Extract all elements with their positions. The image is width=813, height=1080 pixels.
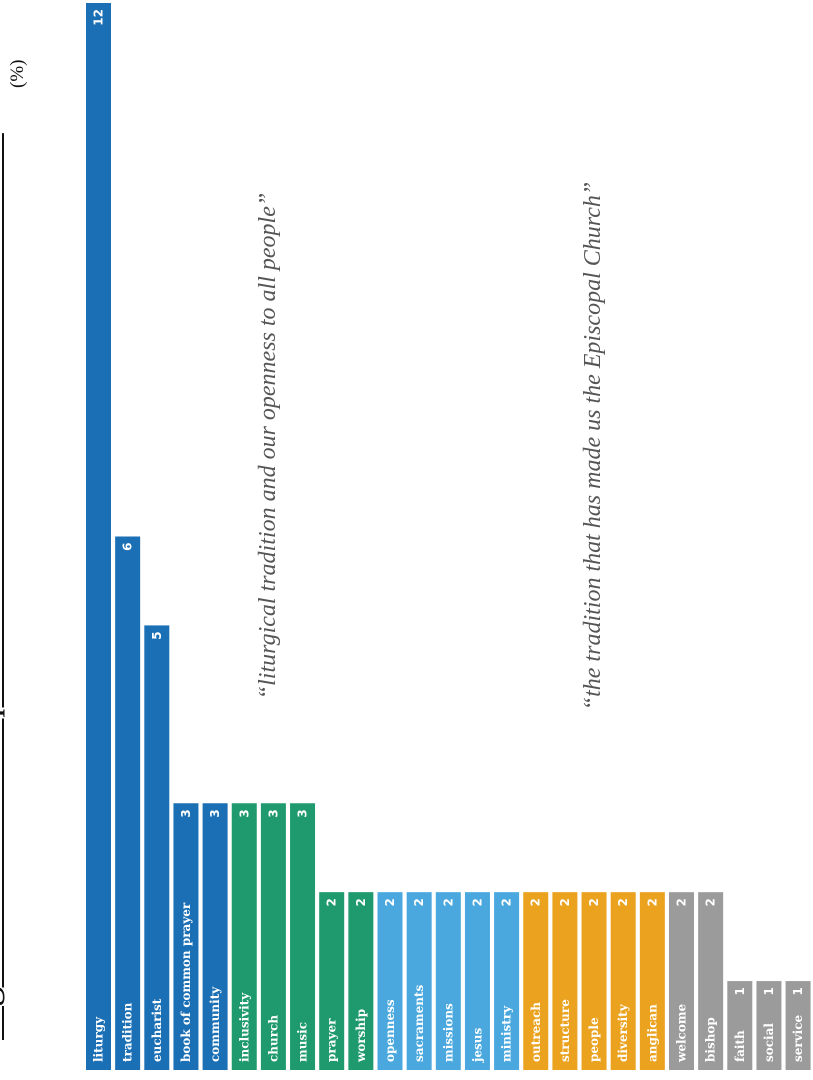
value-label: 2 (704, 898, 718, 906)
bar-tradition (115, 536, 141, 1070)
category-label: openness (383, 999, 397, 1062)
category-label: diversity (616, 1003, 630, 1062)
value-label: 3 (179, 809, 193, 817)
value-label: 2 (412, 898, 426, 906)
value-label: 2 (529, 898, 543, 906)
category-label: prayer (325, 1018, 339, 1062)
bar-bishop (698, 892, 724, 1070)
bar-worship (348, 892, 374, 1070)
category-label: community (208, 986, 222, 1062)
value-label: 2 (441, 898, 455, 906)
bar-social (756, 981, 782, 1070)
bar-openness (377, 892, 403, 1070)
bar-prayer (319, 892, 345, 1070)
category-label: church (266, 1015, 280, 1062)
category-label: worship (354, 1009, 368, 1063)
bar-people (581, 892, 607, 1070)
bar-missions (435, 892, 461, 1070)
value-label: 2 (325, 898, 339, 906)
value-label: 2 (558, 898, 572, 906)
bar-ministry (494, 892, 520, 1070)
value-label: 12 (92, 9, 106, 26)
bar-liturgy (86, 3, 111, 1070)
value-label: 3 (208, 809, 222, 817)
value-label: 3 (237, 809, 251, 817)
value-label: 2 (645, 898, 659, 906)
value-label: 3 (296, 809, 310, 817)
category-label: liturgy (92, 1016, 106, 1062)
value-label: 2 (354, 898, 368, 906)
quote-1: “liturgical tradition and our openness t… (255, 192, 281, 700)
bar-church (260, 803, 286, 1070)
bar-music (290, 803, 316, 1070)
value-label: 2 (675, 898, 689, 906)
bar-inclusivity (231, 803, 257, 1070)
bar-jesus (464, 892, 490, 1070)
bar-welcome (669, 892, 694, 1070)
bar-faith (727, 981, 753, 1070)
value-label: 2 (616, 898, 630, 906)
value-label: 2 (470, 898, 484, 906)
value-label: 3 (266, 809, 280, 817)
category-label: social (762, 1023, 776, 1062)
category-label: book of common prayer (179, 902, 193, 1062)
value-label: 1 (733, 987, 747, 995)
value-label: 2 (383, 898, 397, 906)
value-label: 2 (587, 898, 601, 906)
category-label: inclusivity (237, 992, 251, 1062)
category-label: ministry (500, 1005, 514, 1062)
category-label: faith (733, 1030, 747, 1062)
category-label: anglican (645, 1004, 659, 1062)
category-label: bishop (704, 1017, 718, 1062)
category-label: missions (441, 1003, 455, 1062)
category-label: tradition (121, 1002, 135, 1062)
value-label: 5 (150, 631, 164, 639)
value-label: 6 (121, 543, 135, 551)
quote-2: “the tradition that has made us the Epis… (580, 181, 606, 711)
category-label: people (587, 1017, 601, 1062)
value-label: 1 (791, 987, 805, 995)
bar-community (202, 803, 228, 1070)
category-label: sacraments (412, 984, 426, 1062)
category-label: welcome (675, 1003, 689, 1063)
bar-diversity (610, 892, 636, 1070)
bar-outreach (523, 892, 549, 1070)
bar-structure (552, 892, 578, 1070)
bar-sacraments (406, 892, 432, 1070)
bar-service (785, 981, 811, 1070)
bar-book-of-common-prayer (173, 803, 199, 1070)
bar-anglican (639, 892, 665, 1070)
category-label: service (791, 1014, 805, 1062)
bar-eucharist (144, 625, 170, 1070)
category-label: outreach (529, 1002, 543, 1062)
value-label: 1 (762, 987, 776, 995)
category-label: music (296, 1022, 310, 1062)
category-label: jesus (470, 1028, 484, 1063)
category-label: eucharist (150, 998, 164, 1062)
value-label: 2 (500, 898, 514, 906)
category-label: structure (558, 999, 572, 1062)
